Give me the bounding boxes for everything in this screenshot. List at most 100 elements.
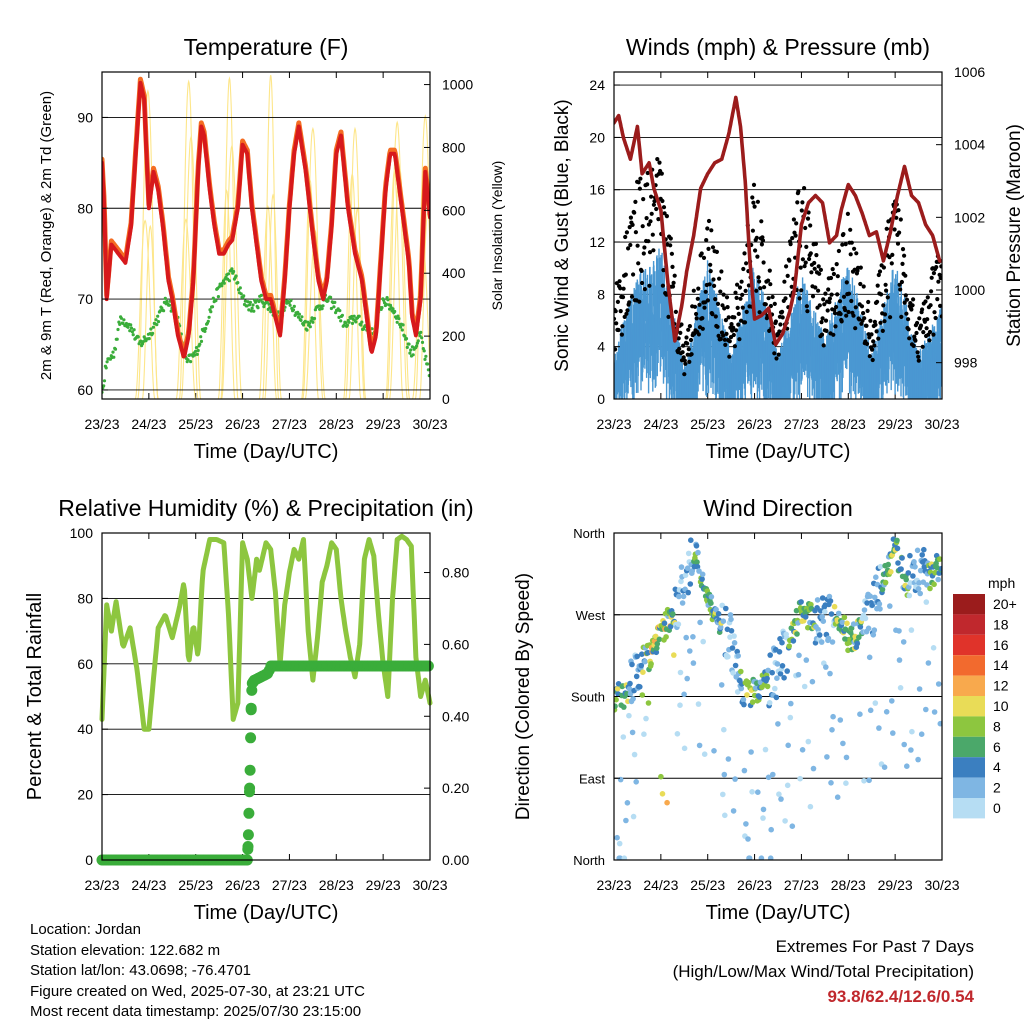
- direction-point: [684, 675, 690, 682]
- direction-point: [711, 748, 717, 754]
- gust-point: [882, 312, 888, 317]
- direction-point: [843, 780, 849, 786]
- dewpoint-point: [292, 304, 296, 308]
- gust-point: [616, 327, 621, 333]
- gust-point: [894, 215, 899, 220]
- gust-point: [637, 299, 642, 304]
- direction-point: [729, 645, 736, 651]
- gust-point: [785, 273, 790, 278]
- colorbar-swatch: [953, 594, 985, 615]
- gust-point: [631, 272, 636, 277]
- direction-point: [918, 731, 925, 737]
- dewpoint-point: [338, 309, 342, 313]
- dewpoint-point: [238, 286, 242, 290]
- gust-point: [761, 260, 766, 265]
- gust-point: [887, 255, 892, 260]
- gust-point: [668, 236, 673, 241]
- dewpoint-point: [186, 358, 190, 362]
- dewpoint-point: [105, 360, 109, 364]
- direction-point: [621, 704, 627, 710]
- direction-point: [633, 779, 639, 785]
- gust-point: [817, 303, 822, 308]
- direction-point: [921, 546, 927, 553]
- precip-point: [244, 786, 255, 798]
- gust-point: [735, 282, 740, 287]
- gust-point: [805, 216, 811, 221]
- gust-point: [812, 266, 817, 271]
- direction-point: [819, 614, 825, 620]
- y-right-tick-label: 0.40: [442, 708, 469, 724]
- gust-point: [763, 302, 768, 307]
- gust-point: [620, 324, 625, 329]
- direction-point: [837, 717, 844, 723]
- dewpoint-point: [247, 308, 251, 312]
- gust-point: [677, 346, 682, 351]
- dewpoint-point: [399, 325, 403, 329]
- direction-point: [738, 668, 744, 675]
- direction-point: [903, 576, 909, 583]
- dewpoint-point: [129, 326, 134, 330]
- dewpoint-point: [259, 293, 263, 297]
- direction-point: [638, 662, 645, 669]
- gust-point: [868, 318, 873, 323]
- dewpoint-point: [111, 350, 115, 354]
- direction-point: [695, 701, 702, 707]
- direction-point: [819, 595, 826, 601]
- gust-point: [656, 217, 661, 222]
- direction-point: [718, 682, 725, 688]
- gust-point: [787, 258, 792, 263]
- direction-point: [758, 855, 765, 860]
- gust-point: [794, 221, 799, 226]
- y-right-axis-label: Solar Insolation (Yellow): [489, 161, 505, 311]
- gust-point: [899, 279, 905, 285]
- gust-point: [755, 254, 760, 259]
- gust-point: [778, 322, 783, 327]
- gust-point: [813, 285, 818, 290]
- direction-point: [764, 683, 771, 690]
- gust-point: [821, 297, 826, 302]
- gust-point: [898, 287, 903, 292]
- dewpoint-point: [251, 303, 255, 307]
- dewpoint-point: [329, 306, 333, 311]
- dewpoint-point: [318, 304, 322, 308]
- gust-point: [911, 297, 916, 302]
- direction-point: [731, 640, 738, 646]
- x-axis-label: Time (Day/UTC): [194, 441, 339, 463]
- x-tick-label: 27/23: [784, 416, 819, 432]
- gust-point: [884, 288, 889, 293]
- direction-point: [623, 817, 629, 824]
- gust-point: [897, 282, 902, 287]
- dewpoint-point: [209, 310, 213, 314]
- gust-point: [678, 330, 683, 335]
- gust-point: [701, 255, 707, 260]
- colorbar-label: 0: [993, 800, 1001, 816]
- gust-point: [619, 332, 625, 337]
- gust-point: [636, 261, 641, 266]
- dewpoint-point: [411, 353, 415, 357]
- direction-point: [923, 599, 930, 605]
- gust-point: [914, 330, 919, 336]
- gust-point: [895, 241, 901, 246]
- extremes-box: Extremes For Past 7 Days (High/Low/Max W…: [673, 934, 974, 1009]
- direction-point: [774, 675, 780, 681]
- gust-point: [722, 337, 727, 342]
- solar-line: [178, 79, 199, 399]
- gust-point: [900, 261, 905, 266]
- gust-point: [661, 205, 667, 210]
- gust-point: [637, 186, 643, 191]
- panel-temperature: Temperature (F) 23/23 24/23 25/23 26/23 27/23…: [38, 34, 505, 463]
- gust-point: [896, 208, 901, 213]
- dewpoint-point: [291, 308, 296, 312]
- direction-point: [695, 549, 701, 556]
- panel-winds: Winds (mph) & Pressure (mb) 23/23 24/23 25/…: [552, 34, 1024, 463]
- gust-point: [758, 286, 763, 291]
- dewpoint-point: [250, 306, 254, 310]
- direction-point: [678, 578, 684, 585]
- x-tick-label: 27/23: [272, 416, 307, 432]
- gust-point: [630, 222, 635, 227]
- dewpoint-point: [352, 314, 356, 318]
- temp-2m-line: [102, 80, 430, 359]
- dewpoint-point: [141, 340, 145, 344]
- direction-point: [856, 634, 862, 641]
- dewpoint-point: [420, 340, 425, 344]
